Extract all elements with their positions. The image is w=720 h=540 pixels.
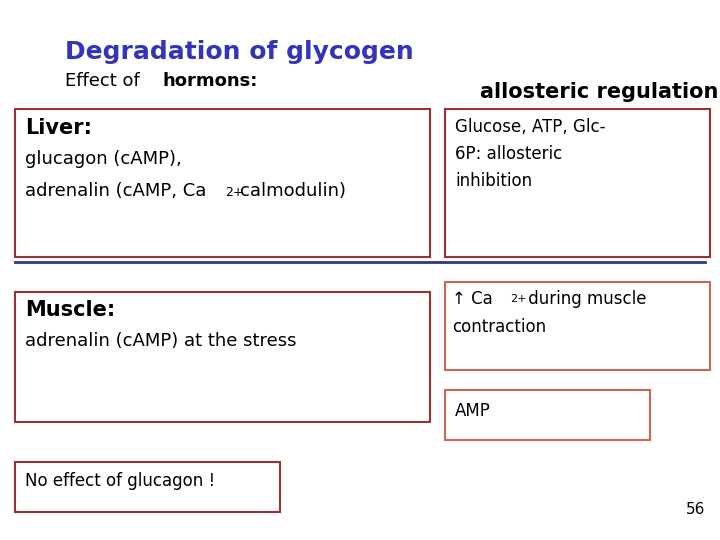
Text: contraction: contraction bbox=[452, 318, 546, 336]
Text: Effect of: Effect of bbox=[65, 72, 151, 90]
Text: inhibition: inhibition bbox=[455, 172, 532, 190]
Text: allosteric regulation: allosteric regulation bbox=[480, 82, 718, 102]
FancyBboxPatch shape bbox=[15, 292, 430, 422]
Text: during muscle: during muscle bbox=[523, 290, 647, 308]
FancyBboxPatch shape bbox=[15, 109, 430, 257]
Text: 56: 56 bbox=[685, 502, 705, 517]
Text: 2+: 2+ bbox=[510, 294, 526, 304]
FancyBboxPatch shape bbox=[445, 109, 710, 257]
Text: 2+: 2+ bbox=[225, 186, 243, 199]
Text: 6P: allosteric: 6P: allosteric bbox=[455, 145, 562, 163]
Text: hormons:: hormons: bbox=[162, 72, 257, 90]
Text: adrenalin (cAMP, Ca: adrenalin (cAMP, Ca bbox=[25, 182, 207, 200]
Text: No effect of glucagon !: No effect of glucagon ! bbox=[25, 472, 215, 490]
FancyBboxPatch shape bbox=[445, 282, 710, 370]
Text: AMP: AMP bbox=[455, 402, 491, 420]
Text: Glucose, ATP, Glc-: Glucose, ATP, Glc- bbox=[455, 118, 606, 136]
FancyBboxPatch shape bbox=[15, 462, 280, 512]
Text: adrenalin (cAMP) at the stress: adrenalin (cAMP) at the stress bbox=[25, 332, 297, 350]
Text: ↑ Ca: ↑ Ca bbox=[452, 290, 492, 308]
Text: calmodulin): calmodulin) bbox=[240, 182, 346, 200]
Text: Degradation of glycogen: Degradation of glycogen bbox=[65, 40, 414, 64]
Text: Liver:: Liver: bbox=[25, 118, 92, 138]
Text: Muscle:: Muscle: bbox=[25, 300, 115, 320]
FancyBboxPatch shape bbox=[445, 390, 650, 440]
Text: glucagon (cAMP),: glucagon (cAMP), bbox=[25, 150, 181, 168]
